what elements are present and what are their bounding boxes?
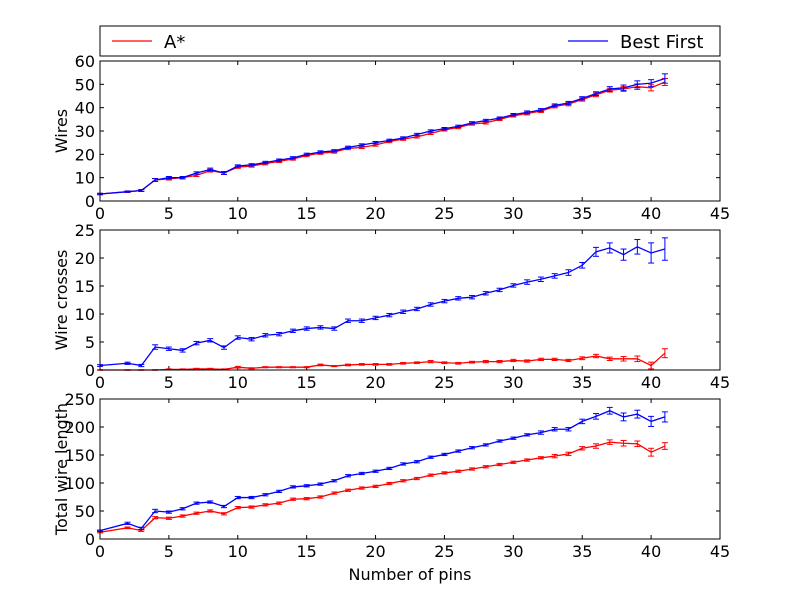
- x-tick-label: 10: [228, 204, 248, 223]
- y-tick-label: 200: [64, 418, 95, 437]
- x-tick-label: 40: [641, 542, 661, 561]
- x-tick-label: 5: [164, 542, 174, 561]
- series-astar: [97, 439, 668, 534]
- legend: A* Best First: [99, 25, 721, 57]
- y-tick-label: 20: [75, 249, 95, 268]
- x-tick-label: 15: [296, 542, 316, 561]
- plot-frame: [99, 229, 721, 371]
- y-tick-label: 60: [75, 52, 95, 71]
- x-tick-label: 15: [296, 204, 316, 223]
- x-tick-label: 15: [296, 373, 316, 392]
- series-best-first: [97, 73, 668, 196]
- legend-label-astar: A*: [164, 32, 185, 53]
- y-tick-label: 0: [85, 530, 95, 549]
- y-tick-label: 25: [75, 221, 95, 240]
- x-tick-label: 25: [434, 542, 454, 561]
- plot-frame: [99, 60, 721, 202]
- y-tick-label: 0: [85, 361, 95, 380]
- y-tick-label: 150: [64, 446, 95, 465]
- x-tick-label: 25: [434, 204, 454, 223]
- x-tick-label: 45: [710, 373, 730, 392]
- y-tick-label: 50: [75, 502, 95, 521]
- x-tick-label: 35: [572, 542, 592, 561]
- plot-area: [100, 230, 720, 370]
- plot-area: [100, 399, 720, 539]
- x-tick-label: 0: [95, 542, 105, 561]
- y-tick-label: 10: [75, 305, 95, 324]
- x-tick-label: 30: [503, 373, 523, 392]
- y-tick-label: 10: [75, 169, 95, 188]
- y-axis-label: Wire crosses: [52, 250, 71, 351]
- x-tick-label: 45: [710, 204, 730, 223]
- y-tick-label: 20: [75, 145, 95, 164]
- y-axis-label: Total wire length: [52, 403, 71, 536]
- y-tick-label: 100: [64, 474, 95, 493]
- y-tick-label: 5: [85, 333, 95, 352]
- y-tick-label: 0: [85, 192, 95, 211]
- legend-box: [99, 25, 721, 57]
- x-tick-label: 35: [572, 373, 592, 392]
- y-tick-label: 50: [75, 75, 95, 94]
- x-tick-label: 5: [164, 204, 174, 223]
- series-best-first: [97, 237, 668, 368]
- x-tick-label: 20: [365, 373, 385, 392]
- x-tick-label: 45: [710, 542, 730, 561]
- y-tick-label: 250: [64, 390, 95, 409]
- x-tick-label: 30: [503, 204, 523, 223]
- plot-area: [100, 61, 720, 201]
- x-tick-label: 0: [95, 204, 105, 223]
- x-tick-label: 5: [164, 373, 174, 392]
- x-tick-label: 25: [434, 373, 454, 392]
- series-best-first: [97, 406, 668, 532]
- x-tick-label: 0: [95, 373, 105, 392]
- x-tick-label: 35: [572, 204, 592, 223]
- x-tick-label: 10: [228, 542, 248, 561]
- y-tick-label: 40: [75, 99, 95, 118]
- x-axis-label: Number of pins: [349, 565, 472, 584]
- plot-frame: [99, 398, 721, 540]
- x-tick-label: 10: [228, 373, 248, 392]
- x-tick-label: 30: [503, 542, 523, 561]
- y-tick-label: 30: [75, 122, 95, 141]
- legend-label-best-first: Best First: [620, 32, 703, 53]
- x-tick-label: 20: [365, 204, 385, 223]
- y-tick-label: 15: [75, 277, 95, 296]
- x-tick-label: 20: [365, 542, 385, 561]
- x-tick-label: 40: [641, 204, 661, 223]
- x-tick-label: 40: [641, 373, 661, 392]
- y-axis-label: Wires: [52, 109, 71, 153]
